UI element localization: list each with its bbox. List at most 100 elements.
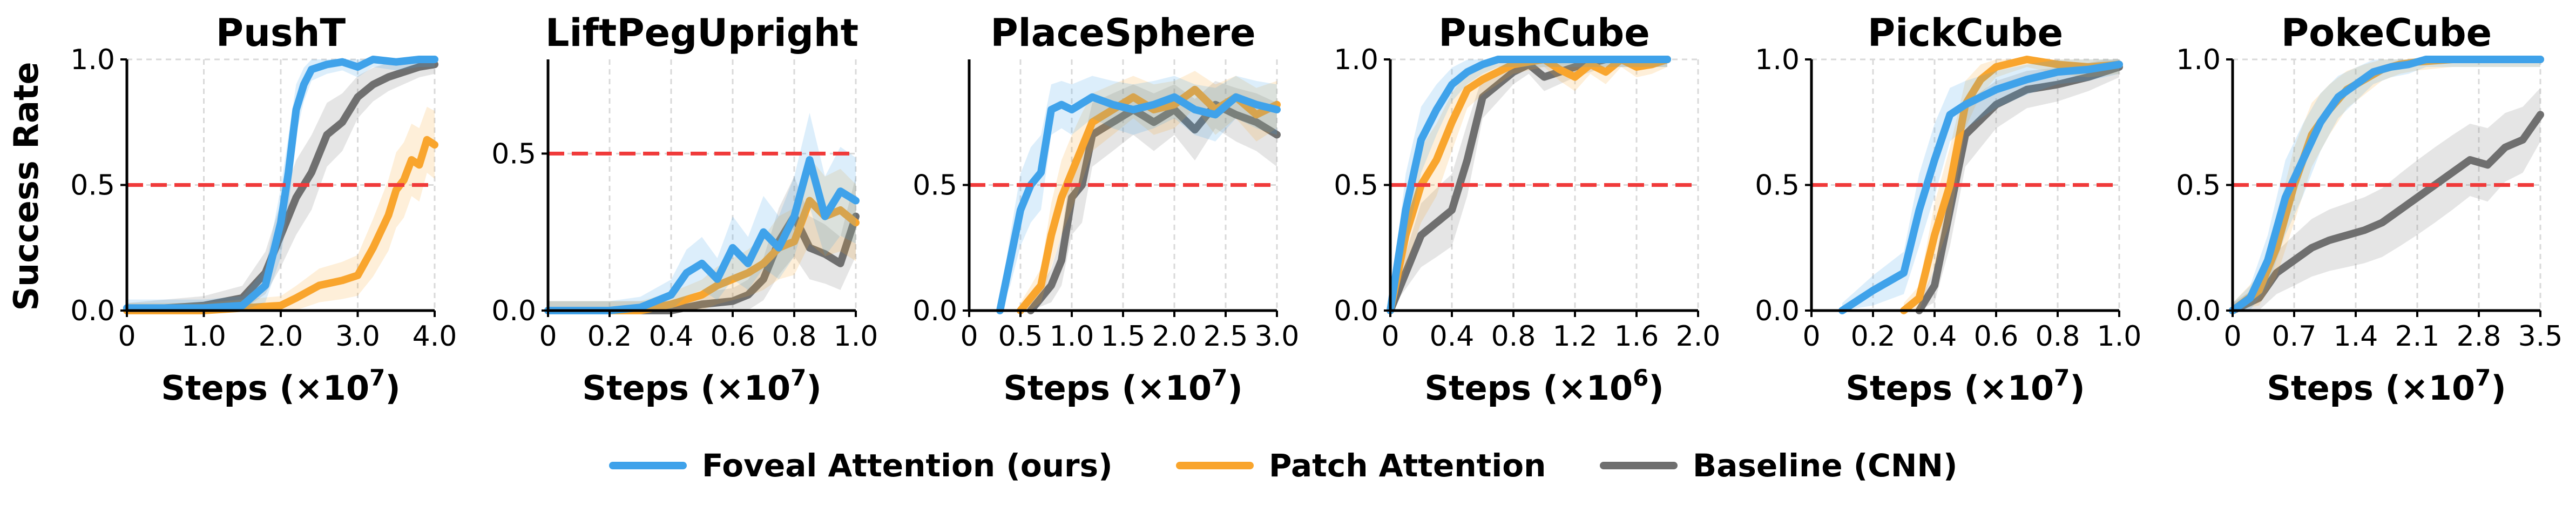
y-tick-label: 0.0 [912, 295, 957, 327]
y-tick-label: 0.0 [491, 295, 536, 327]
x-tick-label: 0.5 [998, 320, 1043, 353]
series-band-foveal [548, 112, 856, 311]
x-axis-label: Steps (×107) [161, 365, 400, 408]
series-band-patch [2233, 59, 2540, 311]
y-tick-label: 0.5 [1334, 170, 1378, 202]
chart-panel-pokecube: 0 0.7 1.4 2.1 2.8 3.5 0.0 0.5 1.0 PokeCube Steps (… [2176, 11, 2563, 408]
series-band-baseline [548, 176, 856, 311]
x-tick-label: 0.8 [1491, 320, 1536, 353]
x-tick-label: 0.6 [711, 320, 755, 353]
series-band-foveal [2233, 59, 2540, 311]
chart-panel-pickcube: 0 0.2 0.4 0.6 0.8 1.0 0.0 0.5 1.0 PickCube Steps (… [1755, 11, 2141, 408]
legend-label-baseline: Baseline (CNN) [1693, 447, 1957, 484]
x-tick-label: 1.6 [1614, 320, 1659, 353]
panel-title: LiftPegUpright [545, 11, 858, 55]
x-tick-label: 1.2 [1553, 320, 1598, 353]
x-axis-label: Steps (×107) [1003, 365, 1242, 408]
y-tick-label: 0.0 [70, 295, 115, 327]
series-line-baseline [1915, 63, 2123, 314]
x-tick-label: 0 [539, 320, 557, 353]
panel-title: PushCube [1438, 11, 1649, 55]
series-band-patch [548, 157, 856, 311]
y-tick-label: 1.0 [70, 44, 115, 76]
y-tick-label: 0.5 [2176, 170, 2221, 202]
chart-panel-liftpegupright: 0 0.2 0.4 0.6 0.8 1.0 0.0 0.5 LiftPegUpright Step… [491, 11, 878, 408]
series-line-foveal [544, 156, 860, 314]
series-line-foveal [1387, 56, 1671, 314]
y-tick-label: 0.5 [1755, 170, 1800, 202]
x-tick-label: 0 [1381, 320, 1399, 353]
x-tick-label: 0.7 [2272, 320, 2317, 353]
chart-panel-pusht: 0 1.0 2.0 3.0 4.0 0.0 0.5 1.0 PushT Steps (×107) [70, 11, 457, 408]
series-band-patch [1020, 71, 1277, 311]
x-tick-label: 2.0 [1676, 320, 1721, 353]
series-band-patch [127, 106, 435, 311]
series-line-foveal [996, 93, 1281, 314]
x-axis-label: Steps (×106) [1424, 365, 1664, 408]
series-line-foveal [1838, 60, 2123, 314]
x-tick-label: 0.4 [1912, 320, 1957, 353]
legend-label-foveal: Foveal Attention (ours) [702, 447, 1113, 484]
series-line-patch [1900, 56, 2123, 314]
y-tick-label: 1.0 [1755, 44, 1800, 76]
panel-title: PlaceSphere [990, 11, 1255, 55]
y-axis-label: Success Rate [6, 62, 46, 311]
x-tick-label: 0.2 [587, 320, 632, 353]
x-tick-label: 2.0 [1152, 320, 1197, 353]
x-tick-label: 0 [2223, 320, 2241, 353]
x-tick-label: 0.8 [772, 320, 817, 353]
x-tick-label: 2.5 [1204, 320, 1248, 353]
x-tick-label: 2.8 [2457, 320, 2501, 353]
series-line-foveal [2229, 56, 2544, 314]
x-tick-label: 0.2 [1851, 320, 1896, 353]
series-band-baseline [127, 59, 435, 311]
x-tick-label: 1.0 [2097, 320, 2142, 353]
y-tick-label: 1.0 [2176, 44, 2221, 76]
x-tick-label: 0 [118, 320, 136, 353]
chart-panel-placesphere: 0 0.5 1.0 1.5 2.0 2.5 3.00.00.5PlaceSphereStep… [912, 11, 1299, 408]
x-tick-label: 0 [1802, 320, 1820, 353]
x-tick-label: 0.8 [2036, 320, 2080, 353]
x-tick-label: 3.5 [2518, 320, 2563, 353]
x-axis-label: Steps (×107) [1845, 365, 2085, 408]
y-tick-label: 0.5 [70, 170, 115, 202]
legend: Foveal Attention (ours) Patch Attention Ba… [609, 447, 1957, 484]
panel-title: PushT [216, 11, 346, 55]
x-tick-label: 0.6 [1974, 320, 2019, 353]
series-band-foveal [1000, 76, 1277, 311]
x-tick-label: 1.5 [1101, 320, 1146, 353]
y-tick-label: 0.5 [912, 170, 957, 202]
x-tick-label: 0.4 [1430, 320, 1475, 353]
y-tick-label: 0.0 [1334, 295, 1378, 327]
series-line-foveal [123, 56, 438, 312]
chart-panel-pushcube: 0 0.4 0.8 1.2 1.6 2.0 0.0 0.5 1.0 PushCube Steps (… [1334, 11, 1720, 408]
series-band-patch [1390, 59, 1667, 311]
series-line-baseline [123, 60, 438, 314]
y-tick-label: 0.0 [2176, 295, 2221, 327]
y-tick-label: 0.0 [1755, 295, 1800, 327]
x-tick-label: 1.0 [181, 320, 226, 353]
x-tick-label: 3.0 [335, 320, 380, 353]
series-band-baseline [2233, 87, 2540, 311]
x-tick-label: 0 [960, 320, 978, 353]
x-tick-label: 2.1 [2395, 320, 2440, 353]
x-tick-label: 1.0 [1050, 320, 1094, 353]
series-band-patch [1904, 59, 2119, 311]
x-tick-label: 0.4 [649, 320, 694, 353]
y-tick-label: 0.5 [491, 138, 536, 170]
series-band-baseline [1919, 59, 2119, 311]
x-axis-label: Steps (×107) [582, 365, 821, 408]
x-axis-label: Steps (×107) [2267, 365, 2506, 408]
x-tick-label: 3.0 [1255, 320, 1300, 353]
x-tick-label: 4.0 [413, 320, 457, 353]
y-tick-label: 1.0 [1334, 44, 1378, 76]
series-line-patch [123, 136, 438, 314]
panel-title: PokeCube [2281, 11, 2492, 55]
legend-label-patch: Patch Attention [1269, 447, 1546, 484]
series-line-baseline [2229, 111, 2544, 314]
panel-title: PickCube [1868, 11, 2063, 55]
x-tick-label: 1.4 [2334, 320, 2378, 353]
x-tick-label: 2.0 [259, 320, 303, 353]
